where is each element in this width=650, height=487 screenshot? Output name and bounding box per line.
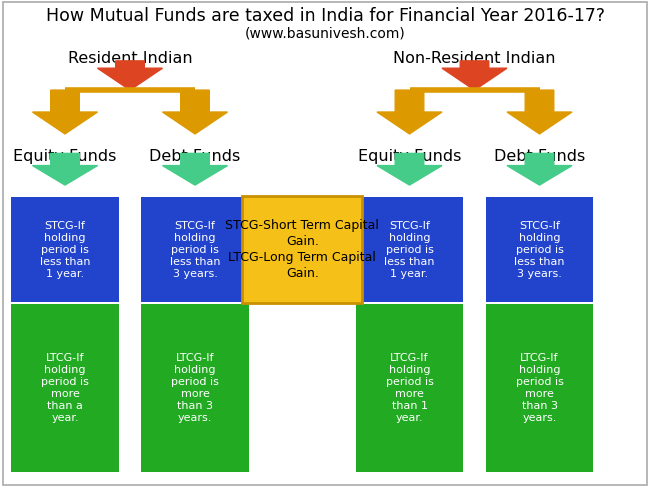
Bar: [141, 197, 248, 302]
Polygon shape: [507, 90, 572, 134]
Bar: [486, 304, 593, 472]
Bar: [356, 197, 463, 302]
Polygon shape: [377, 153, 442, 185]
Polygon shape: [32, 90, 98, 134]
Bar: [141, 304, 248, 472]
Polygon shape: [32, 153, 98, 185]
Polygon shape: [507, 153, 572, 185]
Bar: [12, 197, 118, 302]
Text: LTCG-If
holding
period is
more
than 3
years.: LTCG-If holding period is more than 3 ye…: [171, 354, 219, 423]
Text: LTCG-If
holding
period is
more
than a
year.: LTCG-If holding period is more than a ye…: [41, 354, 89, 423]
Polygon shape: [98, 61, 162, 90]
Polygon shape: [442, 61, 507, 90]
Polygon shape: [377, 90, 442, 134]
Bar: [12, 304, 118, 472]
FancyBboxPatch shape: [242, 196, 362, 303]
Text: Equity Funds: Equity Funds: [13, 149, 117, 164]
Text: LTCG-If
holding
period is
more
than 3
years.: LTCG-If holding period is more than 3 ye…: [515, 354, 564, 423]
Polygon shape: [162, 153, 228, 185]
Text: STCG-If
holding
period is
less than
1 year.: STCG-If holding period is less than 1 ye…: [384, 221, 435, 279]
Text: STCG-If
holding
period is
less than
3 years.: STCG-If holding period is less than 3 ye…: [514, 221, 565, 279]
Text: STCG-Short Term Capital
Gain.
LTCG-Long Term Capital
Gain.: STCG-Short Term Capital Gain. LTCG-Long …: [226, 219, 379, 280]
Text: LTCG-If
holding
period is
more
than 1
year.: LTCG-If holding period is more than 1 ye…: [385, 354, 434, 423]
Text: How Mutual Funds are taxed in India for Financial Year 2016-17?: How Mutual Funds are taxed in India for …: [46, 7, 605, 25]
Text: Equity Funds: Equity Funds: [358, 149, 462, 164]
Text: STCG-If
holding
period is
less than
3 years.: STCG-If holding period is less than 3 ye…: [170, 221, 220, 279]
Text: Debt Funds: Debt Funds: [494, 149, 585, 164]
Text: STCG-If
holding
period is
less than
1 year.: STCG-If holding period is less than 1 ye…: [40, 221, 90, 279]
Bar: [356, 304, 463, 472]
Text: (www.basunivesh.com): (www.basunivesh.com): [244, 27, 406, 41]
Bar: [486, 197, 593, 302]
Polygon shape: [162, 90, 228, 134]
Text: Debt Funds: Debt Funds: [150, 149, 240, 164]
Text: Resident Indian: Resident Indian: [68, 51, 192, 66]
Text: Non-Resident Indian: Non-Resident Indian: [393, 51, 556, 66]
